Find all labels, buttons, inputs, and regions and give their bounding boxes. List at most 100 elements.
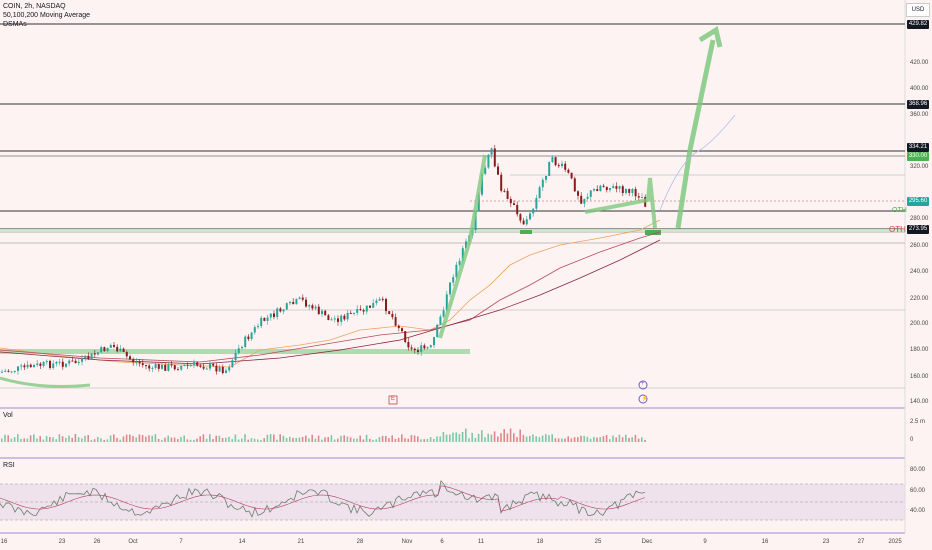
earnings-marker[interactable] bbox=[388, 395, 398, 405]
volume-bar bbox=[583, 435, 585, 442]
candle-body bbox=[455, 264, 458, 278]
volume-bar bbox=[317, 435, 320, 442]
candle-body bbox=[269, 313, 272, 318]
candle-body bbox=[372, 303, 375, 308]
candle-body bbox=[177, 369, 179, 371]
candle-body bbox=[273, 313, 275, 317]
candle-body bbox=[109, 344, 112, 348]
candle-body bbox=[506, 190, 509, 199]
volume-bar bbox=[369, 438, 371, 442]
volume-bar bbox=[465, 428, 467, 442]
volume-bar bbox=[305, 435, 307, 442]
candle-body bbox=[10, 371, 13, 373]
volume-bar bbox=[596, 437, 598, 442]
candle-body bbox=[119, 348, 122, 352]
price-axis-label: 280.00 bbox=[910, 216, 929, 222]
currency-button[interactable]: USD bbox=[906, 3, 930, 17]
date-label: 7 bbox=[179, 539, 183, 545]
candle-body bbox=[74, 360, 77, 364]
volume-bar bbox=[276, 439, 278, 442]
candle-body bbox=[557, 165, 560, 167]
volume-bar bbox=[36, 438, 38, 442]
price-tag-r1: 368.96 bbox=[907, 100, 929, 109]
price-axis-label: 360.00 bbox=[910, 112, 929, 118]
candle-body bbox=[634, 188, 637, 197]
volume-bar bbox=[29, 435, 32, 442]
date-label: 9 bbox=[703, 539, 707, 545]
volume-bar bbox=[404, 438, 406, 442]
candle-body bbox=[535, 198, 538, 209]
date-label: 23 bbox=[58, 539, 66, 545]
volume-bar bbox=[429, 437, 432, 442]
volume-bar bbox=[301, 436, 304, 442]
volume-bar bbox=[356, 438, 358, 442]
volume-bar bbox=[269, 434, 272, 442]
volume-bar bbox=[362, 439, 365, 442]
volume-bar bbox=[84, 435, 86, 442]
candle-body bbox=[13, 370, 16, 372]
earnings-marker-label: E bbox=[391, 396, 396, 402]
candle-body bbox=[183, 364, 186, 367]
candle-body bbox=[433, 337, 435, 346]
candle-body bbox=[141, 363, 144, 366]
volume-bar bbox=[602, 436, 605, 442]
candle-body bbox=[538, 187, 541, 199]
volume-bar bbox=[4, 434, 6, 442]
volume-bar bbox=[138, 434, 141, 442]
dividend-marker-bottom[interactable] bbox=[638, 394, 648, 404]
volume-bar bbox=[634, 434, 637, 442]
volume-bar bbox=[378, 437, 381, 442]
price-axis-label: 160.00 bbox=[910, 374, 929, 380]
candle-body bbox=[20, 365, 23, 367]
volume-bar bbox=[321, 439, 323, 442]
volume-bar bbox=[7, 435, 9, 442]
indicator-label-dsma[interactable]: DSMAs bbox=[3, 21, 27, 28]
candle-body bbox=[519, 214, 522, 221]
candle-body bbox=[276, 308, 279, 317]
volume-bar bbox=[234, 434, 237, 442]
volume-title[interactable]: Vol bbox=[3, 412, 13, 419]
candle-body bbox=[244, 336, 247, 347]
volume-bar bbox=[55, 439, 57, 442]
volume-bar bbox=[1, 438, 3, 442]
volume-bar bbox=[68, 435, 70, 442]
candle-body bbox=[199, 365, 202, 367]
indicator-label-ma[interactable]: 50,100,200 Moving Average bbox=[3, 12, 91, 19]
volume-bar bbox=[87, 435, 89, 442]
dividend-marker-top-label: + bbox=[641, 381, 645, 387]
zone-label-oth-upper: OTH bbox=[892, 207, 907, 214]
candle-body bbox=[173, 365, 176, 370]
volume-bar bbox=[589, 438, 592, 442]
volume-bar bbox=[477, 433, 480, 442]
candle-body bbox=[423, 345, 426, 349]
drawing-curve-low bbox=[0, 376, 91, 388]
rsi-title[interactable]: RSI bbox=[3, 462, 15, 469]
candle-body bbox=[385, 298, 387, 312]
candle-body bbox=[481, 173, 483, 195]
candle-body bbox=[58, 361, 61, 363]
volume-bar bbox=[554, 438, 557, 442]
candle-body bbox=[410, 347, 413, 349]
price-axis-label: 320.00 bbox=[910, 164, 929, 170]
candle-body bbox=[631, 188, 634, 193]
candle-body bbox=[279, 308, 282, 312]
volume-bar bbox=[298, 437, 301, 442]
volume-bar bbox=[349, 437, 352, 442]
rsi-ma-line bbox=[0, 485, 646, 512]
candle-body bbox=[580, 195, 583, 204]
candle-body bbox=[215, 365, 218, 372]
volume-bar bbox=[529, 435, 531, 442]
volume-bar bbox=[420, 439, 422, 442]
candle-body bbox=[106, 347, 109, 352]
volume-bar bbox=[493, 431, 496, 442]
volume-bar bbox=[519, 429, 521, 442]
volume-bar bbox=[609, 439, 611, 442]
volume-bar bbox=[116, 437, 118, 442]
candle-body bbox=[298, 297, 301, 299]
volume-bar bbox=[10, 438, 13, 442]
dividend-marker-top[interactable] bbox=[638, 380, 648, 390]
candle-body bbox=[45, 360, 48, 362]
volume-bar bbox=[273, 434, 275, 442]
candle-body bbox=[4, 370, 7, 372]
